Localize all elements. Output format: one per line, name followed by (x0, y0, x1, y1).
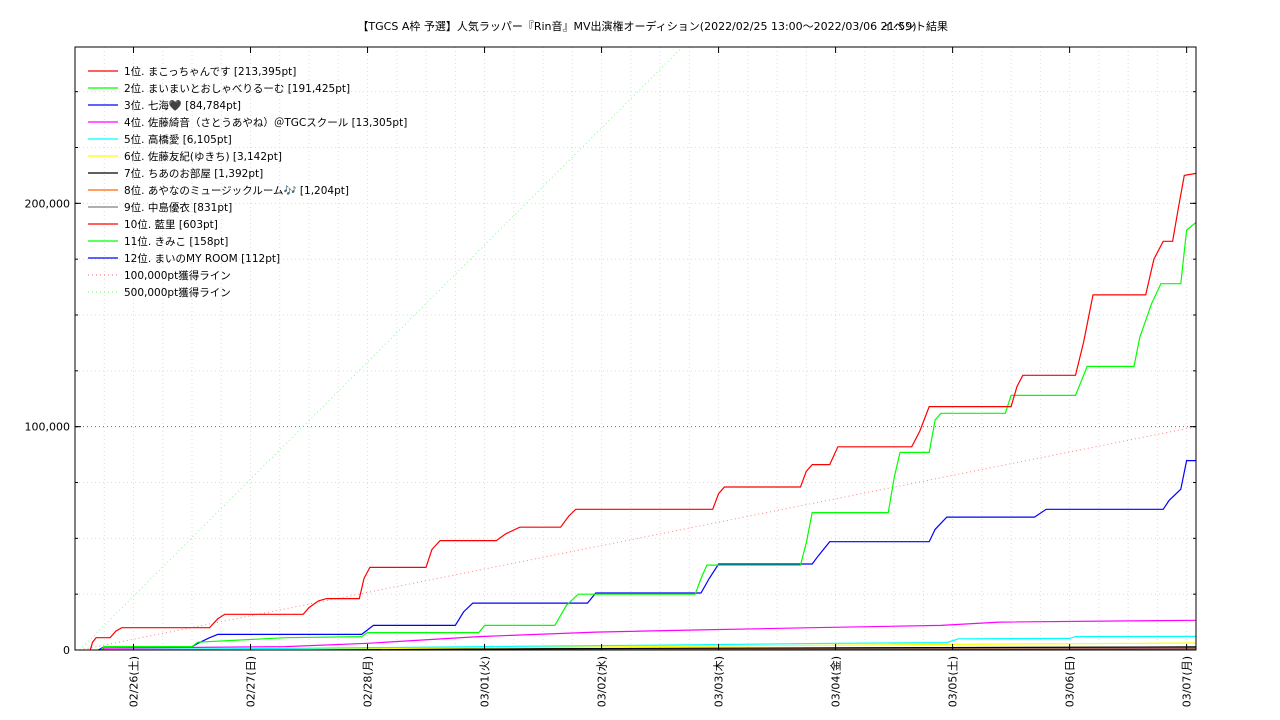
x-tick-label: 03/03(木) (713, 656, 726, 707)
grid (74, 47, 1196, 651)
legend: 1位. まこっちゃんです [213,395pt] 2位. まいまいとおしゃべりるー… (88, 65, 407, 299)
x-tick-label: 02/27(日) (245, 656, 258, 707)
x-tick-label: 03/07(月) (1181, 656, 1194, 707)
y-tick-label: 200,000 (25, 197, 71, 210)
legend-label: 3位. 七海🖤 [84,784pt] (124, 99, 241, 112)
legend-item: 1位. まこっちゃんです [213,395pt] (88, 65, 296, 78)
legend-label: 2位. まいまいとおしゃべりるーむ [191,425pt] (124, 82, 350, 95)
legend-label: 7位. ちあのお部屋 [1,392pt] (124, 167, 263, 180)
legend-label: 5位. 高橋愛 [6,105pt] (124, 133, 232, 146)
legend-label: 1位. まこっちゃんです [213,395pt] (124, 65, 296, 78)
plot-frame (74, 46, 1197, 651)
chart-title: 【TGCS A枠 予選】人気ラッパー『Rin音』MV出演権オーディション(202… (357, 19, 916, 33)
legend-item: 2位. まいまいとおしゃべりるーむ [191,425pt] (88, 82, 350, 95)
x-tick-label: 03/05(土) (947, 656, 960, 707)
legend-item: 10位. 藍里 [603pt] (88, 218, 218, 231)
series-lines (79, 47, 1196, 650)
legend-label: 10位. 藍里 [603pt] (124, 218, 218, 231)
legend-item: 8位. あやなのミュージックルーム🎶 [1,204pt] (88, 184, 349, 197)
legend-item: 3位. 七海🖤 [84,784pt] (88, 99, 241, 112)
x-tick-label: 03/01(火) (479, 656, 492, 707)
legend-item: 4位. 佐藤綺音（さとうあやね）＠TGCスクール [13,305pt] (88, 116, 407, 129)
y-tick-label: 0 (63, 644, 70, 657)
chart-subtitle: イベント結果 (882, 19, 948, 33)
series-line-2 (100, 222, 1196, 650)
x-tick-label: 03/04(金) (829, 656, 843, 707)
legend-label: 9位. 中島優衣 [831pt] (124, 201, 232, 214)
legend-label: 8位. あやなのミュージックルーム🎶 [1,204pt] (124, 184, 349, 197)
legend-item: 6位. 佐藤友紀(ゆきち) [3,142pt] (88, 150, 282, 163)
legend-label: 11位. きみこ [158pt] (124, 235, 228, 248)
series-line-1 (89, 172, 1196, 650)
legend-label: 500,000pt獲得ライン (124, 286, 231, 299)
series-line-14 (79, 47, 684, 650)
legend-label: 12位. まいのMY ROOM [112pt] (124, 252, 280, 265)
legend-label: 6位. 佐藤友紀(ゆきち) [3,142pt] (124, 150, 282, 163)
series-line-13 (79, 426, 1196, 650)
legend-label: 4位. 佐藤綺音（さとうあやね）＠TGCスクール [13,305pt] (124, 116, 407, 129)
legend-item: 11位. きみこ [158pt] (88, 235, 228, 248)
legend-item: 7位. ちあのお部屋 [1,392pt] (88, 167, 263, 180)
legend-item: 9位. 中島優衣 [831pt] (88, 201, 232, 214)
series-line-4 (98, 619, 1196, 650)
legend-label: 100,000pt獲得ライン (124, 269, 231, 282)
legend-item: 5位. 高橋愛 [6,105pt] (88, 133, 232, 146)
legend-item: 500,000pt獲得ライン (88, 286, 231, 299)
x-tick-label: 02/28(月) (362, 656, 375, 707)
x-tick-label: 03/02(水) (596, 656, 609, 707)
series-line-3 (98, 460, 1196, 650)
x-tick-label: 03/06(日) (1064, 656, 1077, 707)
x-tick-label: 02/26(土) (128, 656, 141, 707)
y-tick-label: 100,000 (25, 421, 71, 434)
axes: 0 100,000 200,000 02/26(土) 02/27(日) 02/28(月) 0… (25, 47, 1196, 707)
legend-item: 12位. まいのMY ROOM [112pt] (88, 252, 280, 265)
legend-item: 100,000pt獲得ライン (88, 269, 231, 282)
